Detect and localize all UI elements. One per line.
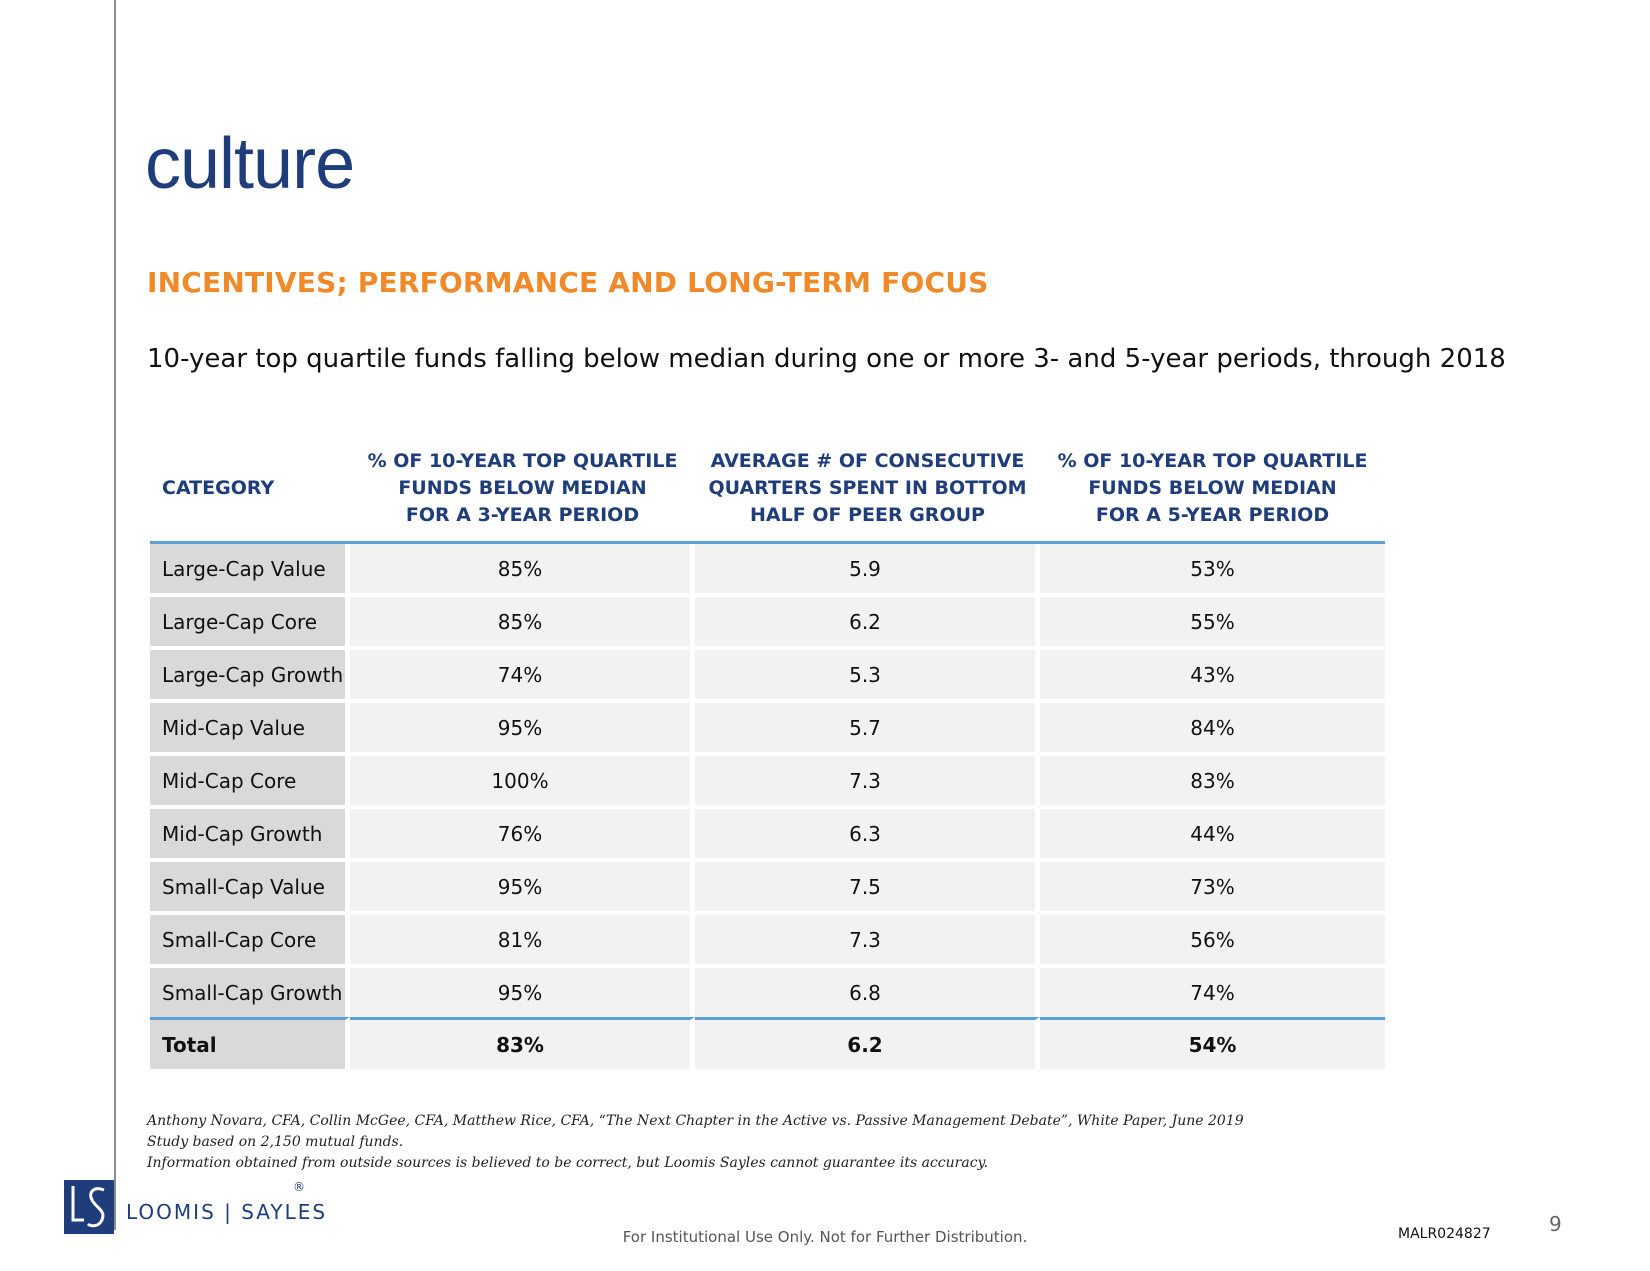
header-line: HALF OF PEER GROUP [750, 504, 985, 526]
value-cell: 7.5 [695, 862, 1040, 915]
category-cell: Large-Cap Growth [150, 650, 350, 703]
header-line: FOR A 5-YEAR PERIOD [1095, 504, 1330, 526]
value-cell: 76% [350, 809, 695, 862]
value-cell: 73% [1040, 862, 1385, 915]
value-cell: 83% [1040, 756, 1385, 809]
category-cell: Mid-Cap Value [150, 703, 350, 756]
footnote-disclaimer: Information obtained from outside source… [147, 1155, 989, 1171]
category-cell: Small-Cap Value [150, 862, 350, 915]
value-cell: 74% [350, 650, 695, 703]
header-line: FUNDS BELOW MEDIAN [1088, 477, 1337, 499]
header-3yr-below-median: % OF 10-YEAR TOP QUARTILE FUNDS BELOW ME… [350, 448, 695, 544]
header-line: QUARTERS SPENT IN BOTTOM [708, 477, 1027, 499]
table-header-row: CATEGORY % OF 10-YEAR TOP QUARTILE FUNDS… [150, 448, 1385, 544]
footnote-study: Study based on 2,150 mutual funds. [147, 1134, 404, 1150]
value-cell: 5.9 [695, 544, 1040, 597]
value-cell: 95% [350, 703, 695, 756]
value-cell: 85% [350, 544, 695, 597]
value-cell: 43% [1040, 650, 1385, 703]
page-number: 9 [1549, 1212, 1562, 1236]
category-cell: Small-Cap Growth [150, 968, 350, 1017]
category-cell: Mid-Cap Core [150, 756, 350, 809]
section-heading: INCENTIVES; PERFORMANCE AND LONG-TERM FO… [147, 266, 989, 299]
category-cell: Large-Cap Core [150, 597, 350, 650]
footnotes: Anthony Novara, CFA, Collin McGee, CFA, … [147, 1111, 1244, 1174]
value-cell: 5.3 [695, 650, 1040, 703]
header-line: % OF 10-YEAR TOP QUARTILE [1057, 450, 1368, 472]
table-row: Large-Cap Core 85% 6.2 55% [150, 597, 1385, 650]
value-cell: 56% [1040, 915, 1385, 968]
table-row: Small-Cap Growth 95% 6.8 74% [150, 968, 1385, 1017]
value-cell: 85% [350, 597, 695, 650]
category-cell: Large-Cap Value [150, 544, 350, 597]
header-line: AVERAGE # OF CONSECUTIVE [710, 450, 1025, 472]
table-row: Mid-Cap Value 95% 5.7 84% [150, 703, 1385, 756]
logo-mark-icon [64, 1180, 114, 1234]
header-line: % OF 10-YEAR TOP QUARTILE [367, 450, 678, 472]
value-cell: 84% [1040, 703, 1385, 756]
loomis-sayles-logo: LOOMIS | SAYLES ® [64, 1180, 364, 1236]
table-row: Mid-Cap Core 100% 7.3 83% [150, 756, 1385, 809]
value-cell: 6.2 [695, 597, 1040, 650]
footnote-source: Anthony Novara, CFA, Collin McGee, CFA, … [147, 1113, 1244, 1129]
value-cell: 95% [350, 862, 695, 915]
slide-title: culture [145, 124, 355, 204]
value-cell: 7.3 [695, 915, 1040, 968]
total-value-cell: 54% [1040, 1017, 1385, 1073]
footer-disclaimer: For Institutional Use Only. Not for Furt… [622, 1228, 1028, 1246]
table-caption: 10-year top quartile funds falling below… [147, 344, 1506, 374]
table-row: Large-Cap Growth 74% 5.3 43% [150, 650, 1385, 703]
value-cell: 95% [350, 968, 695, 1017]
value-cell: 81% [350, 915, 695, 968]
header-line: CATEGORY [162, 477, 275, 499]
total-value-cell: 6.2 [695, 1017, 1040, 1073]
registered-mark: ® [293, 1180, 305, 1194]
value-cell: 74% [1040, 968, 1385, 1017]
table-row: Small-Cap Value 95% 7.5 73% [150, 862, 1385, 915]
document-id: MALR024827 [1398, 1226, 1491, 1242]
table-row: Large-Cap Value 85% 5.9 53% [150, 544, 1385, 597]
header-category: CATEGORY [150, 448, 350, 544]
table-row: Small-Cap Core 81% 7.3 56% [150, 915, 1385, 968]
value-cell: 44% [1040, 809, 1385, 862]
performance-table: CATEGORY % OF 10-YEAR TOP QUARTILE FUNDS… [150, 448, 1385, 1073]
left-margin-rule [114, 0, 116, 1230]
value-cell: 6.8 [695, 968, 1040, 1017]
value-cell: 5.7 [695, 703, 1040, 756]
total-row: Total 83% 6.2 54% [150, 1017, 1385, 1073]
header-line: FOR A 3-YEAR PERIOD [405, 504, 640, 526]
value-cell: 55% [1040, 597, 1385, 650]
value-cell: 6.3 [695, 809, 1040, 862]
total-label-cell: Total [150, 1017, 350, 1073]
category-cell: Small-Cap Core [150, 915, 350, 968]
value-cell: 53% [1040, 544, 1385, 597]
table-row: Mid-Cap Growth 76% 6.3 44% [150, 809, 1385, 862]
logo-wordmark: LOOMIS | SAYLES [126, 1200, 328, 1224]
header-line: FUNDS BELOW MEDIAN [398, 477, 647, 499]
header-5yr-below-median: % OF 10-YEAR TOP QUARTILE FUNDS BELOW ME… [1040, 448, 1385, 544]
category-cell: Mid-Cap Growth [150, 809, 350, 862]
header-avg-consecutive-quarters: AVERAGE # OF CONSECUTIVE QUARTERS SPENT … [695, 448, 1040, 544]
value-cell: 7.3 [695, 756, 1040, 809]
value-cell: 100% [350, 756, 695, 809]
total-value-cell: 83% [350, 1017, 695, 1073]
